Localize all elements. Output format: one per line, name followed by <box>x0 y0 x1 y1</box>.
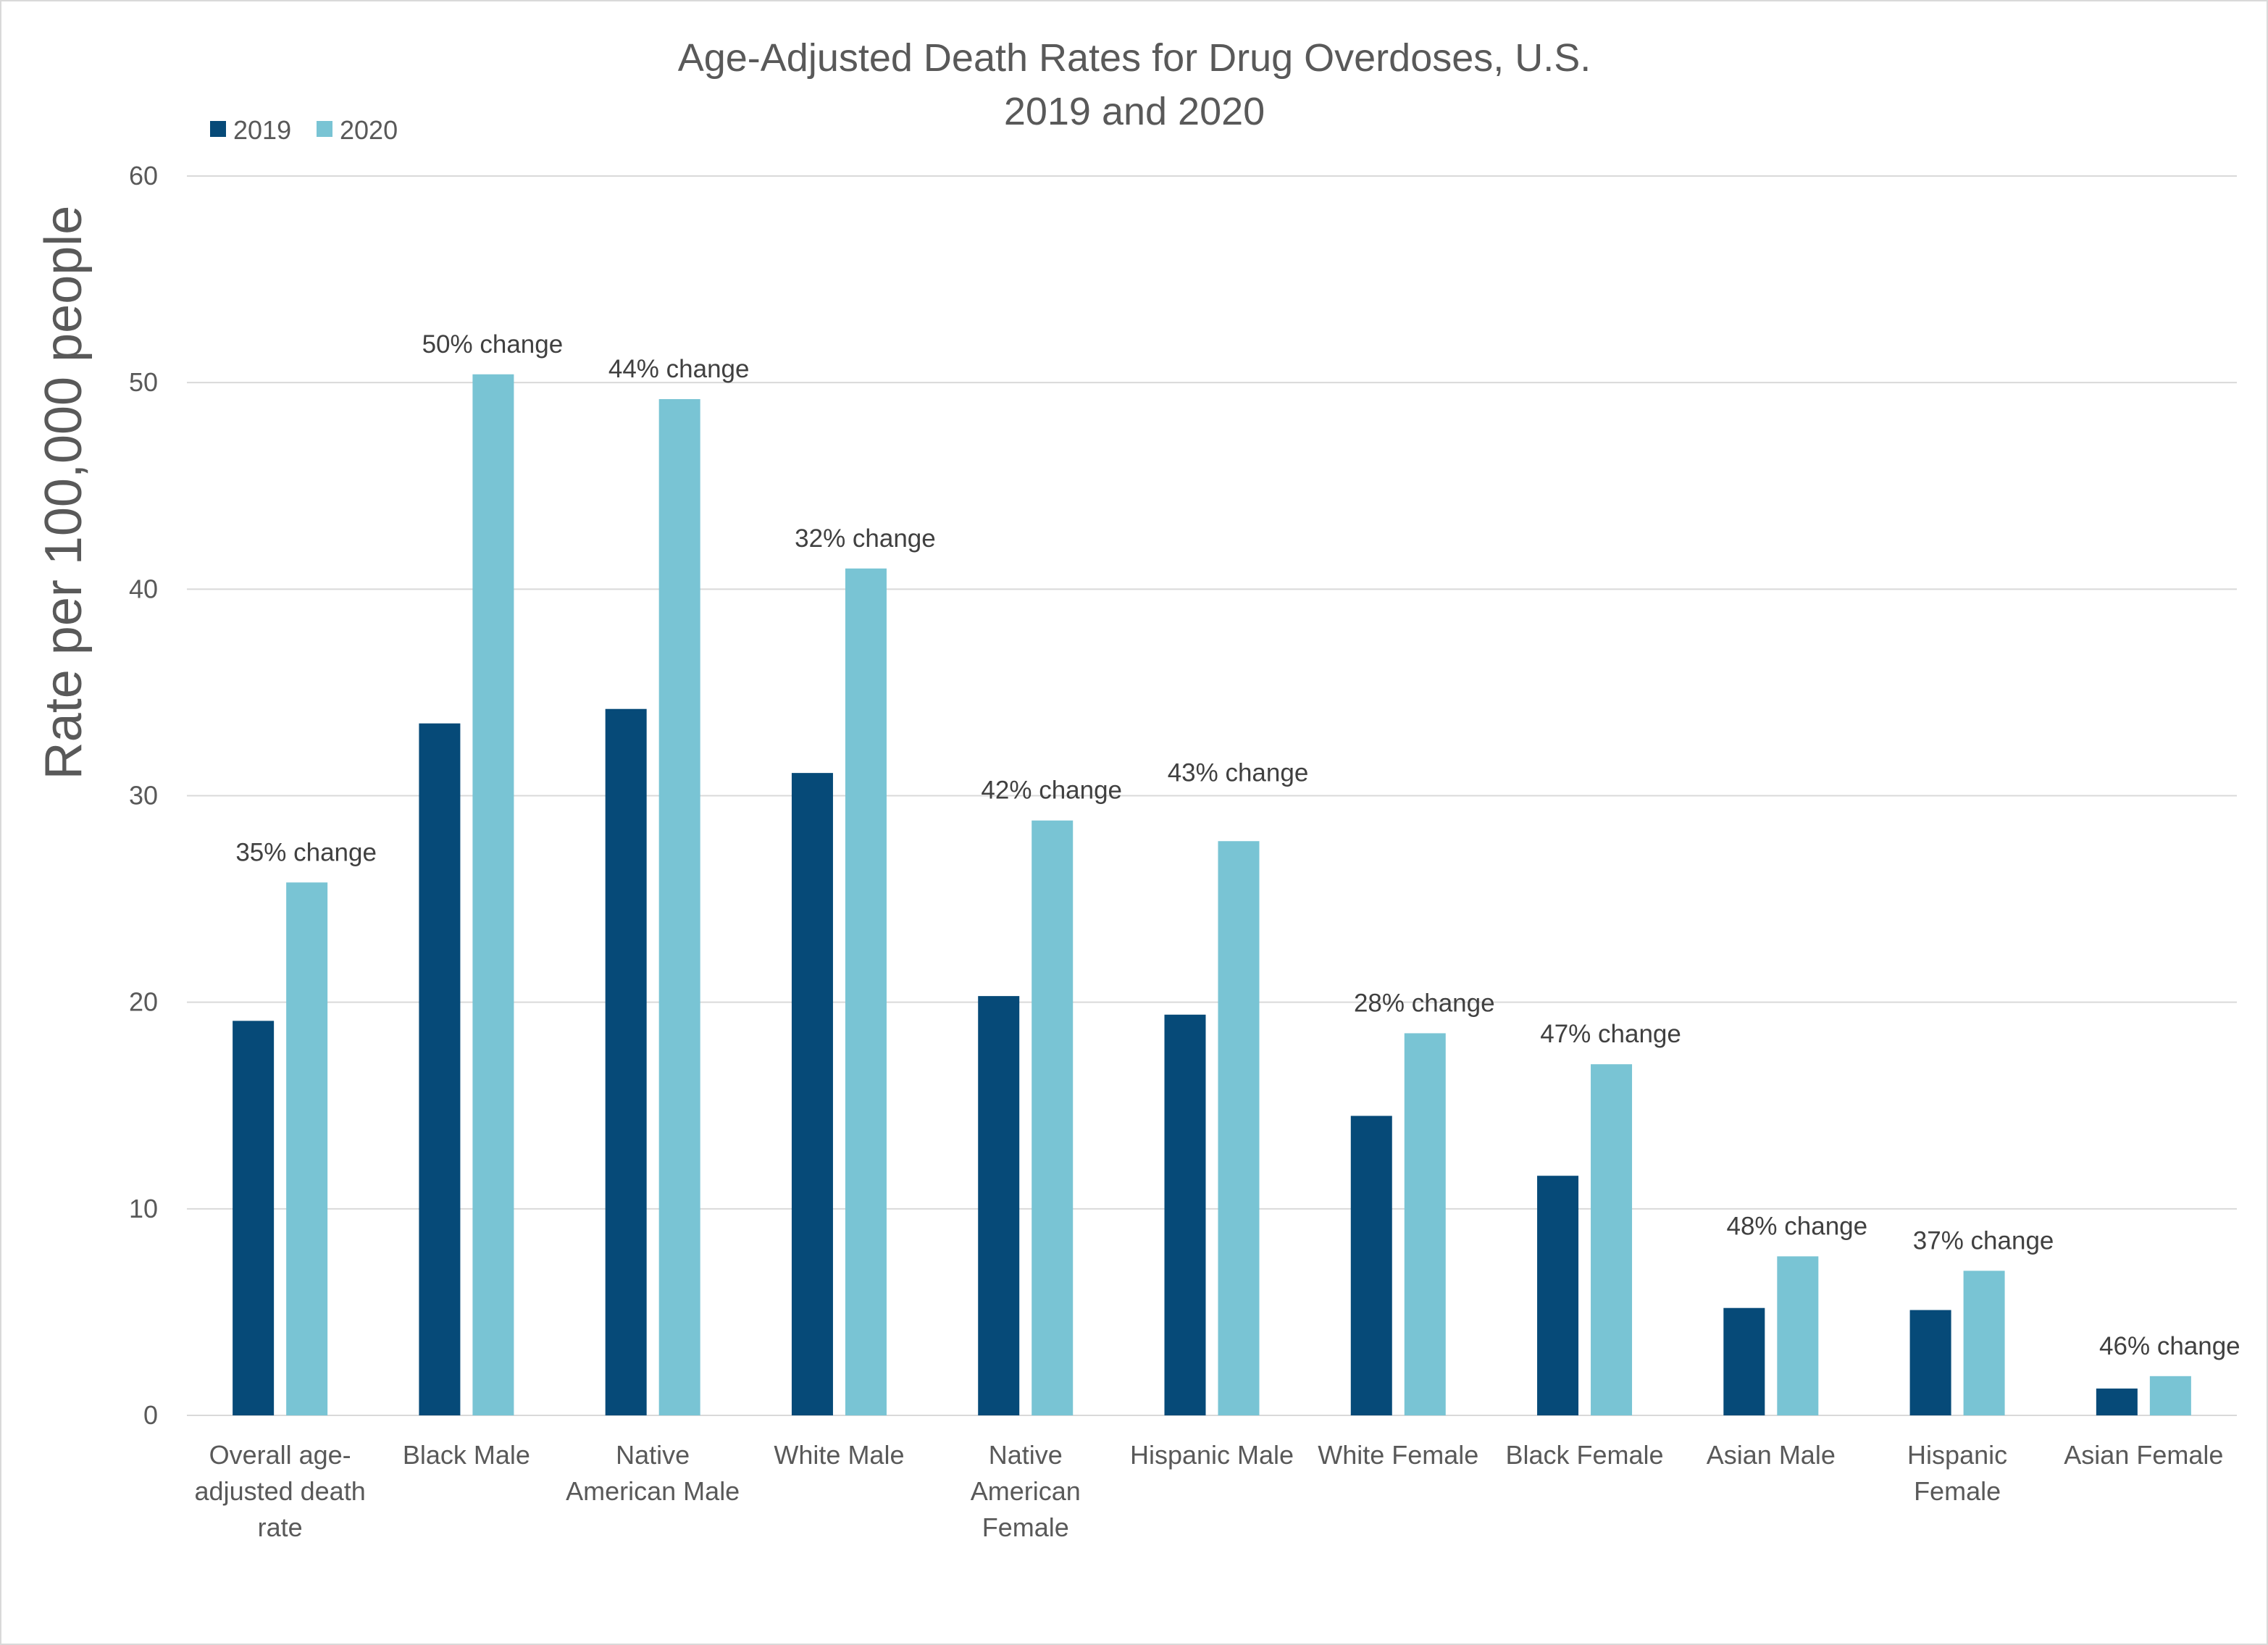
bar-2019-2 <box>605 708 647 1415</box>
bar-2019-4 <box>978 996 1020 1415</box>
bars <box>233 374 2191 1415</box>
x-category-label: White Female <box>1318 1440 1478 1470</box>
bar-2020-8 <box>1777 1256 1819 1415</box>
change-annotation: 44% change <box>608 355 750 383</box>
change-annotation: 37% change <box>1913 1226 2054 1255</box>
chart-title-line-1: Age-Adjusted Death Rates for Drug Overdo… <box>678 36 1591 80</box>
bar-2020-4 <box>1032 820 1074 1415</box>
bar-2020-2 <box>658 398 700 1415</box>
bar-2019-3 <box>791 773 833 1415</box>
change-annotation: 35% change <box>235 838 377 866</box>
legend-swatch-2020 <box>317 121 332 137</box>
legend-label-2020: 2020 <box>340 115 398 145</box>
bar-2019-1 <box>419 723 461 1415</box>
bar-2019-0 <box>233 1021 275 1415</box>
legend-swatch-2019 <box>210 121 226 137</box>
bar-2020-7 <box>1591 1064 1633 1415</box>
y-tick-label: 60 <box>129 161 158 191</box>
y-tick-label: 50 <box>129 367 158 397</box>
change-annotation: 48% change <box>1727 1212 1868 1240</box>
x-category-label: Asian Male <box>1707 1440 1836 1470</box>
bar-2020-5 <box>1218 841 1260 1415</box>
bar-2020-1 <box>472 374 514 1415</box>
bar-2019-6 <box>1350 1115 1392 1415</box>
x-category-label: Female <box>1914 1476 2001 1506</box>
gridlines <box>187 175 2237 1416</box>
change-annotation: 43% change <box>1168 759 1309 787</box>
x-category-label: Black Female <box>1506 1440 1664 1470</box>
x-category-label: White Male <box>774 1440 904 1470</box>
x-category-label: Female <box>982 1512 1069 1542</box>
change-annotation: 50% change <box>422 330 564 359</box>
x-category-label: Black Male <box>403 1440 530 1470</box>
x-category-label: adjusted death <box>195 1476 366 1506</box>
chart-title-line-2: 2019 and 2020 <box>1004 90 1265 133</box>
y-axis-ticks: 0 10 20 30 40 50 60 <box>129 161 158 1430</box>
bar-2019-9 <box>1909 1310 1951 1415</box>
change-annotations: 35% change 50% change 44% change 32% change… <box>235 330 2240 1360</box>
y-tick-label: 0 <box>143 1400 158 1430</box>
change-annotation: 32% change <box>795 524 936 553</box>
bar-2020-10 <box>2149 1376 2191 1415</box>
change-annotation: 46% change <box>2099 1332 2240 1360</box>
bar-2020-9 <box>1963 1271 2005 1415</box>
chart-title: Age-Adjusted Death Rates for Drug Overdo… <box>678 36 1591 133</box>
x-axis-categories: Overall age-adjusted death rate Black Male… <box>195 1440 2224 1542</box>
x-category-label: Native <box>616 1440 690 1470</box>
bar-2019-8 <box>1723 1307 1765 1415</box>
x-category-label: American <box>971 1476 1081 1506</box>
bar-2019-7 <box>1537 1176 1579 1415</box>
change-annotation: 42% change <box>981 777 1122 805</box>
change-annotation: 28% change <box>1354 989 1495 1017</box>
x-category-label: Hispanic <box>1907 1440 2007 1470</box>
x-category-label: rate <box>258 1512 303 1542</box>
bar-2019-5 <box>1164 1014 1206 1415</box>
x-category-label: Asian Female <box>2064 1440 2223 1470</box>
bar-2020-0 <box>286 882 328 1415</box>
x-category-label: Overall age- <box>209 1440 351 1470</box>
x-category-label: Native <box>989 1440 1063 1470</box>
legend-label-2019: 2019 <box>233 115 291 145</box>
y-tick-label: 20 <box>129 987 158 1017</box>
change-annotation: 47% change <box>1540 1020 1681 1048</box>
y-tick-label: 30 <box>129 781 158 811</box>
y-tick-label: 10 <box>129 1194 158 1223</box>
x-category-label: Hispanic Male <box>1130 1440 1294 1470</box>
y-axis-label: Rate per 100,000 people <box>35 206 93 780</box>
y-tick-label: 40 <box>129 574 158 603</box>
bar-2019-10 <box>2096 1388 2138 1415</box>
bar-2020-3 <box>845 568 887 1415</box>
x-category-label: American Male <box>566 1476 740 1506</box>
bar-2020-6 <box>1404 1033 1446 1415</box>
legend: 2019 2020 <box>210 115 398 145</box>
